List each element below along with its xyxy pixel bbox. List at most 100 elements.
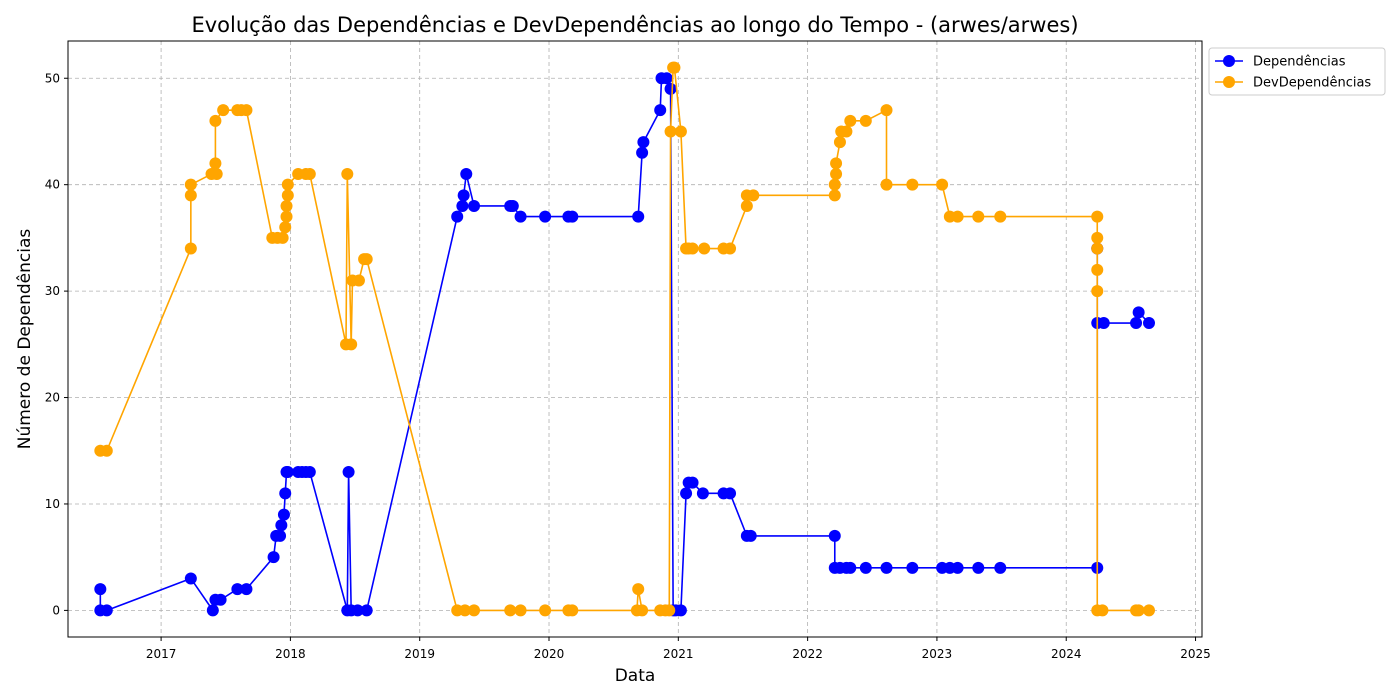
- series-devdependencias: [94, 61, 1155, 617]
- data-point: [184, 178, 197, 191]
- data-point: [674, 125, 687, 138]
- legend-label: DevDependências: [1253, 76, 1371, 91]
- data-point: [514, 604, 527, 617]
- data-point: [539, 604, 552, 617]
- data-point: [281, 466, 294, 479]
- data-point: [214, 593, 227, 606]
- data-point: [1091, 242, 1104, 255]
- data-point: [844, 114, 857, 127]
- x-tick-label: 2021: [663, 647, 694, 661]
- y-tick-label: 50: [45, 71, 60, 85]
- data-point: [906, 561, 919, 574]
- data-point: [184, 189, 197, 202]
- data-point: [747, 189, 760, 202]
- y-axis: 0 10 20 30 40 50: [45, 71, 68, 617]
- plot-area-frame: [67, 40, 1203, 638]
- data-point: [686, 242, 699, 255]
- data-point: [880, 104, 893, 117]
- data-point: [972, 561, 985, 574]
- data-point: [880, 178, 893, 191]
- data-point: [351, 604, 364, 617]
- grid: [68, 41, 1202, 637]
- x-tick-label: 2019: [404, 647, 435, 661]
- data-point: [951, 561, 964, 574]
- x-axis-title: Data: [615, 666, 656, 686]
- data-point: [637, 136, 650, 149]
- data-point: [100, 604, 113, 617]
- data-point: [210, 168, 223, 181]
- x-tick-label: 2018: [275, 647, 306, 661]
- x-tick-label: 2020: [534, 647, 565, 661]
- x-tick-label: 2025: [1180, 647, 1211, 661]
- data-point: [100, 444, 113, 457]
- data-point: [566, 210, 579, 223]
- y-tick-label: 10: [45, 497, 60, 511]
- data-point: [341, 168, 354, 181]
- data-point: [1142, 317, 1155, 330]
- data-point: [686, 476, 699, 489]
- data-point: [880, 561, 893, 574]
- data-point: [209, 114, 222, 127]
- data-point: [360, 253, 373, 266]
- data-point: [674, 604, 687, 617]
- data-point: [828, 189, 841, 202]
- x-tick-label: 2023: [922, 647, 953, 661]
- data-point: [680, 487, 693, 500]
- y-axis-title: Número de Dependências: [15, 229, 35, 450]
- data-point: [539, 210, 552, 223]
- data-point: [833, 136, 846, 149]
- data-point: [281, 178, 294, 191]
- data-point: [859, 561, 872, 574]
- data-point: [240, 104, 253, 117]
- legend-label: Dependências: [1253, 55, 1346, 70]
- data-point: [345, 338, 358, 351]
- data-point: [951, 210, 964, 223]
- x-tick-label: 2022: [792, 647, 823, 661]
- data-point: [664, 125, 677, 138]
- data-point: [828, 178, 841, 191]
- x-tick-label: 2017: [146, 647, 177, 661]
- legend-marker: [1223, 55, 1235, 67]
- data-point: [1091, 285, 1104, 298]
- data-point: [303, 466, 316, 479]
- data-point: [660, 72, 673, 85]
- data-point: [451, 210, 464, 223]
- data-point: [231, 583, 244, 596]
- data-point: [1142, 604, 1155, 617]
- data-point: [632, 210, 645, 223]
- data-point: [468, 604, 481, 617]
- data-point: [636, 146, 649, 159]
- data-point: [275, 519, 288, 532]
- data-point: [184, 572, 197, 585]
- data-point: [724, 487, 737, 500]
- data-point: [724, 242, 737, 255]
- data-point: [274, 529, 287, 542]
- legend: Dependências DevDependências: [1208, 47, 1386, 96]
- x-tick-label: 2024: [1051, 647, 1082, 661]
- data-point: [280, 210, 293, 223]
- data-point: [830, 168, 843, 181]
- data-point: [1132, 306, 1145, 319]
- data-point: [279, 487, 292, 500]
- data-point: [277, 508, 290, 521]
- chart-title: Evolução das Dependências e DevDependênc…: [191, 13, 1078, 37]
- data-point: [830, 157, 843, 170]
- data-point: [267, 551, 280, 564]
- data-point: [566, 604, 579, 617]
- data-point: [668, 61, 681, 74]
- data-point: [303, 168, 316, 181]
- data-point: [840, 125, 853, 138]
- data-point: [740, 199, 753, 212]
- series-layer: [94, 61, 1155, 617]
- data-point: [458, 604, 471, 617]
- data-point: [279, 221, 292, 234]
- data-point: [468, 199, 481, 212]
- data-point: [936, 178, 949, 191]
- data-point: [280, 199, 293, 212]
- y-tick-label: 30: [45, 284, 60, 298]
- y-tick-label: 20: [45, 391, 60, 405]
- data-point: [457, 189, 470, 202]
- data-point: [456, 199, 469, 212]
- data-point: [360, 604, 373, 617]
